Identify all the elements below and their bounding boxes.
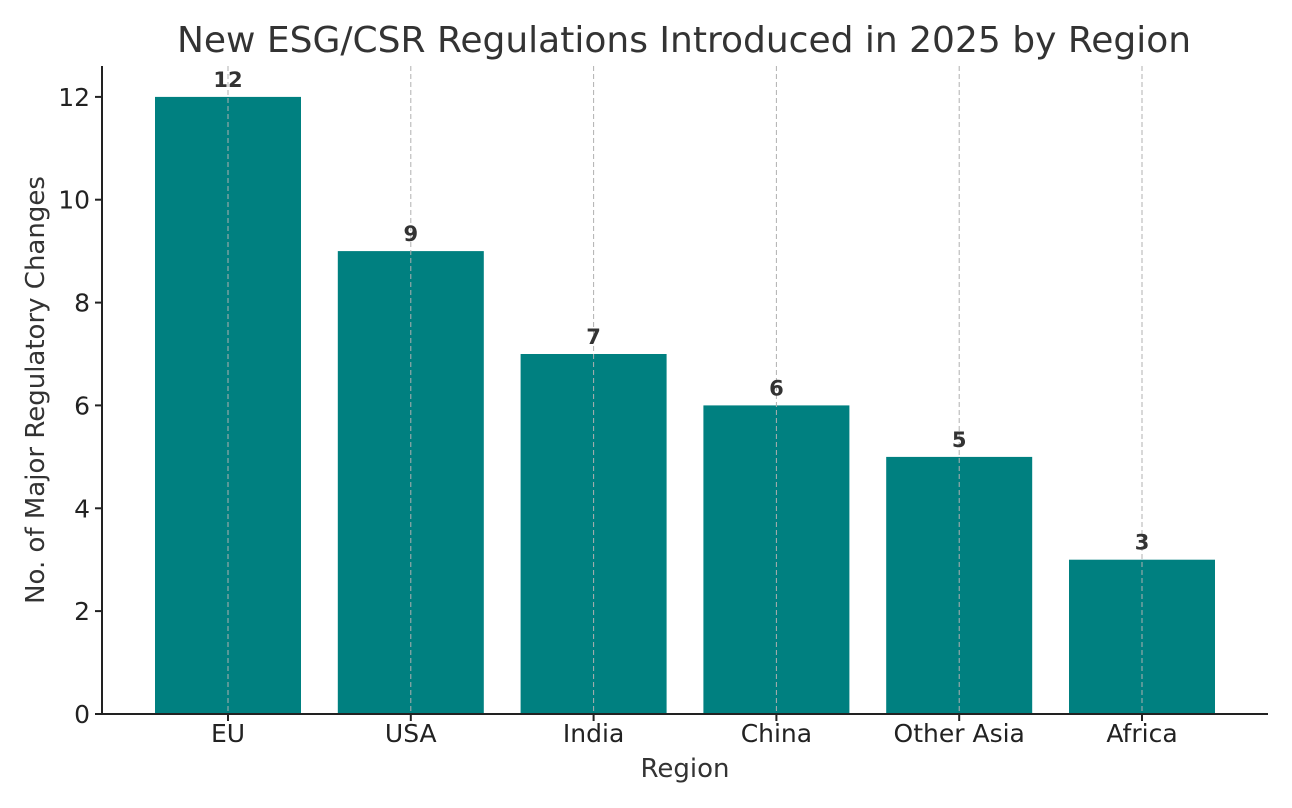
- x-tick-label: China: [741, 719, 812, 748]
- y-tick-label: 6: [74, 391, 90, 420]
- data-label: 7: [586, 325, 601, 349]
- data-labels: 12 9 7 6 5 3: [213, 68, 1149, 555]
- y-axis-ticks: 0 2 4 6 8 10 12: [58, 83, 102, 729]
- y-axis-label: No. of Major Regulatory Changes: [21, 176, 51, 604]
- vertical-grid-lines: [227, 66, 1143, 714]
- bars: [155, 96, 1215, 714]
- x-tick-label: Other Asia: [894, 719, 1025, 748]
- x-tick-label: India: [563, 719, 624, 748]
- data-label: 9: [403, 222, 418, 246]
- x-tick-label: Africa: [1106, 719, 1177, 748]
- data-label: 6: [769, 376, 784, 400]
- data-label: 5: [952, 428, 967, 452]
- y-tick-label: 0: [74, 700, 90, 729]
- y-tick-label: 2: [74, 597, 90, 626]
- y-tick-label: 8: [74, 289, 90, 318]
- y-tick-label: 12: [58, 83, 90, 112]
- chart-title: New ESG/CSR Regulations Introduced in 20…: [177, 20, 1191, 61]
- y-tick-label: 4: [74, 494, 90, 523]
- x-tick-label: USA: [385, 719, 437, 748]
- x-axis-ticks: EU USA India China Other Asia Africa: [211, 714, 1178, 748]
- x-tick-label: EU: [211, 719, 245, 748]
- data-label: 12: [213, 68, 242, 92]
- x-axis-label: Region: [640, 754, 729, 784]
- data-label: 3: [1135, 531, 1150, 555]
- y-tick-label: 10: [58, 186, 90, 215]
